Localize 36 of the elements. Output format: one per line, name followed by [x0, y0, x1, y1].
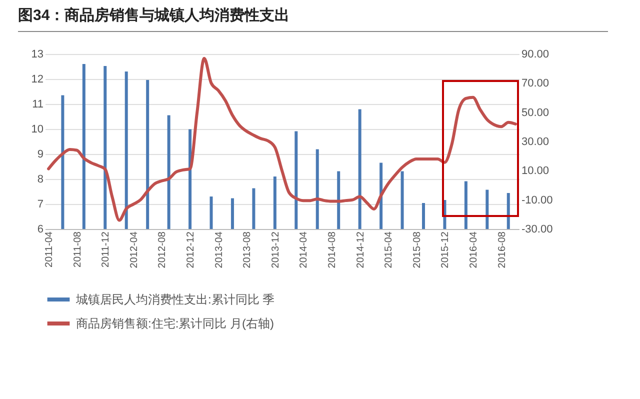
legend-label: 商品房销售额:住宅:累计同比 月(右轴): [76, 316, 274, 330]
x-tick-label: 2016-04: [468, 231, 480, 268]
x-tick-label: 2015-08: [412, 231, 423, 268]
x-tick-label: 2013-12: [270, 231, 282, 268]
x-tick-label: 2013-08: [242, 231, 254, 268]
x-tick-label: 2012-12: [186, 231, 197, 268]
y-tick-label: 9: [37, 148, 44, 160]
y2-tick-label: 30.00: [522, 136, 550, 148]
x-tick-label: 2015-04: [384, 231, 395, 268]
x-tick-label: 2012-08: [157, 231, 168, 268]
y-tick-label: 8: [37, 174, 44, 186]
x-tick-label: 2014-08: [327, 231, 338, 268]
y-tick-label: 10: [31, 124, 44, 136]
x-tick-label: 2014-04: [298, 231, 310, 268]
x-tick-label: 2014-12: [355, 231, 366, 268]
x-tick-label: 2011-12: [100, 231, 112, 268]
x-tick-label: 2011-08: [72, 231, 84, 268]
y2-tick-label: 70.00: [522, 78, 550, 90]
y-tick-label: 11: [32, 98, 44, 110]
line-series: [47, 56, 517, 222]
y2-tick-label: -10.00: [522, 194, 553, 206]
y2-tick-label: -30.00: [522, 224, 553, 236]
x-tick-label: 2013-04: [214, 231, 225, 268]
y-tick-label: 12: [31, 74, 44, 86]
y-tick-label: 13: [31, 48, 44, 60]
y-tick-label: 6: [37, 224, 44, 236]
chart-title: 图34：商品房销售与城镇人均消费性支出: [18, 6, 608, 32]
y2-tick-label: 10.00: [522, 165, 550, 178]
y-tick-label: 7: [37, 198, 44, 210]
y2-tick-label: 50.00: [522, 106, 550, 119]
x-tick-label: 2015-12: [440, 231, 452, 268]
legend-label: 城镇居民人均消费性支出:累计同比 季: [75, 292, 275, 306]
x-tick-label: 2011-04: [44, 231, 56, 268]
y2-tick-label: 90.00: [522, 48, 550, 60]
x-tick-label: 2012-04: [128, 231, 140, 268]
x-tick-label: 2016-08: [496, 231, 508, 268]
